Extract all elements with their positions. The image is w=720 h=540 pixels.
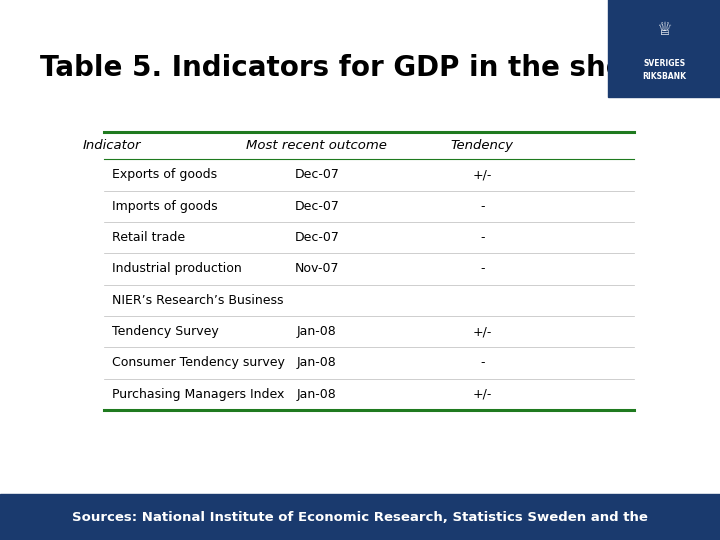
Text: +/-: +/- — [473, 388, 492, 401]
Text: +/-: +/- — [473, 168, 492, 181]
Text: Dec-07: Dec-07 — [294, 168, 339, 181]
Bar — [608, 0, 720, 97]
Text: Jan-08: Jan-08 — [297, 356, 337, 369]
Text: -: - — [480, 231, 485, 244]
Text: -: - — [480, 262, 485, 275]
Bar — [0, 494, 720, 540]
Text: Sources: National Institute of Economic Research, Statistics Sweden and the: Sources: National Institute of Economic … — [72, 510, 648, 524]
Text: -: - — [480, 356, 485, 369]
Text: NIER’s Research’s Business: NIER’s Research’s Business — [112, 294, 283, 307]
Text: -: - — [480, 200, 485, 213]
Text: Dec-07: Dec-07 — [294, 200, 339, 213]
Text: Tendency: Tendency — [451, 139, 514, 152]
Text: Jan-08: Jan-08 — [297, 388, 337, 401]
Text: Consumer Tendency survey: Consumer Tendency survey — [112, 356, 284, 369]
Text: Most recent outcome: Most recent outcome — [246, 139, 387, 152]
Text: Dec-07: Dec-07 — [294, 231, 339, 244]
Text: Purchasing Managers Index: Purchasing Managers Index — [112, 388, 284, 401]
Text: Retail trade: Retail trade — [112, 231, 185, 244]
Text: SVERIGES
RIKSBANK: SVERIGES RIKSBANK — [642, 59, 686, 81]
Text: Exports of goods: Exports of goods — [112, 168, 217, 181]
Text: Nov-07: Nov-07 — [294, 262, 339, 275]
Text: +/-: +/- — [473, 325, 492, 338]
Text: Imports of goods: Imports of goods — [112, 200, 217, 213]
Text: Tendency Survey: Tendency Survey — [112, 325, 218, 338]
Text: Table 5. Indicators for GDP in the short term: Table 5. Indicators for GDP in the short… — [40, 53, 720, 82]
Text: Jan-08: Jan-08 — [297, 325, 337, 338]
Text: Indicator: Indicator — [82, 139, 141, 152]
Text: Industrial production: Industrial production — [112, 262, 241, 275]
Text: ♕: ♕ — [656, 21, 672, 39]
